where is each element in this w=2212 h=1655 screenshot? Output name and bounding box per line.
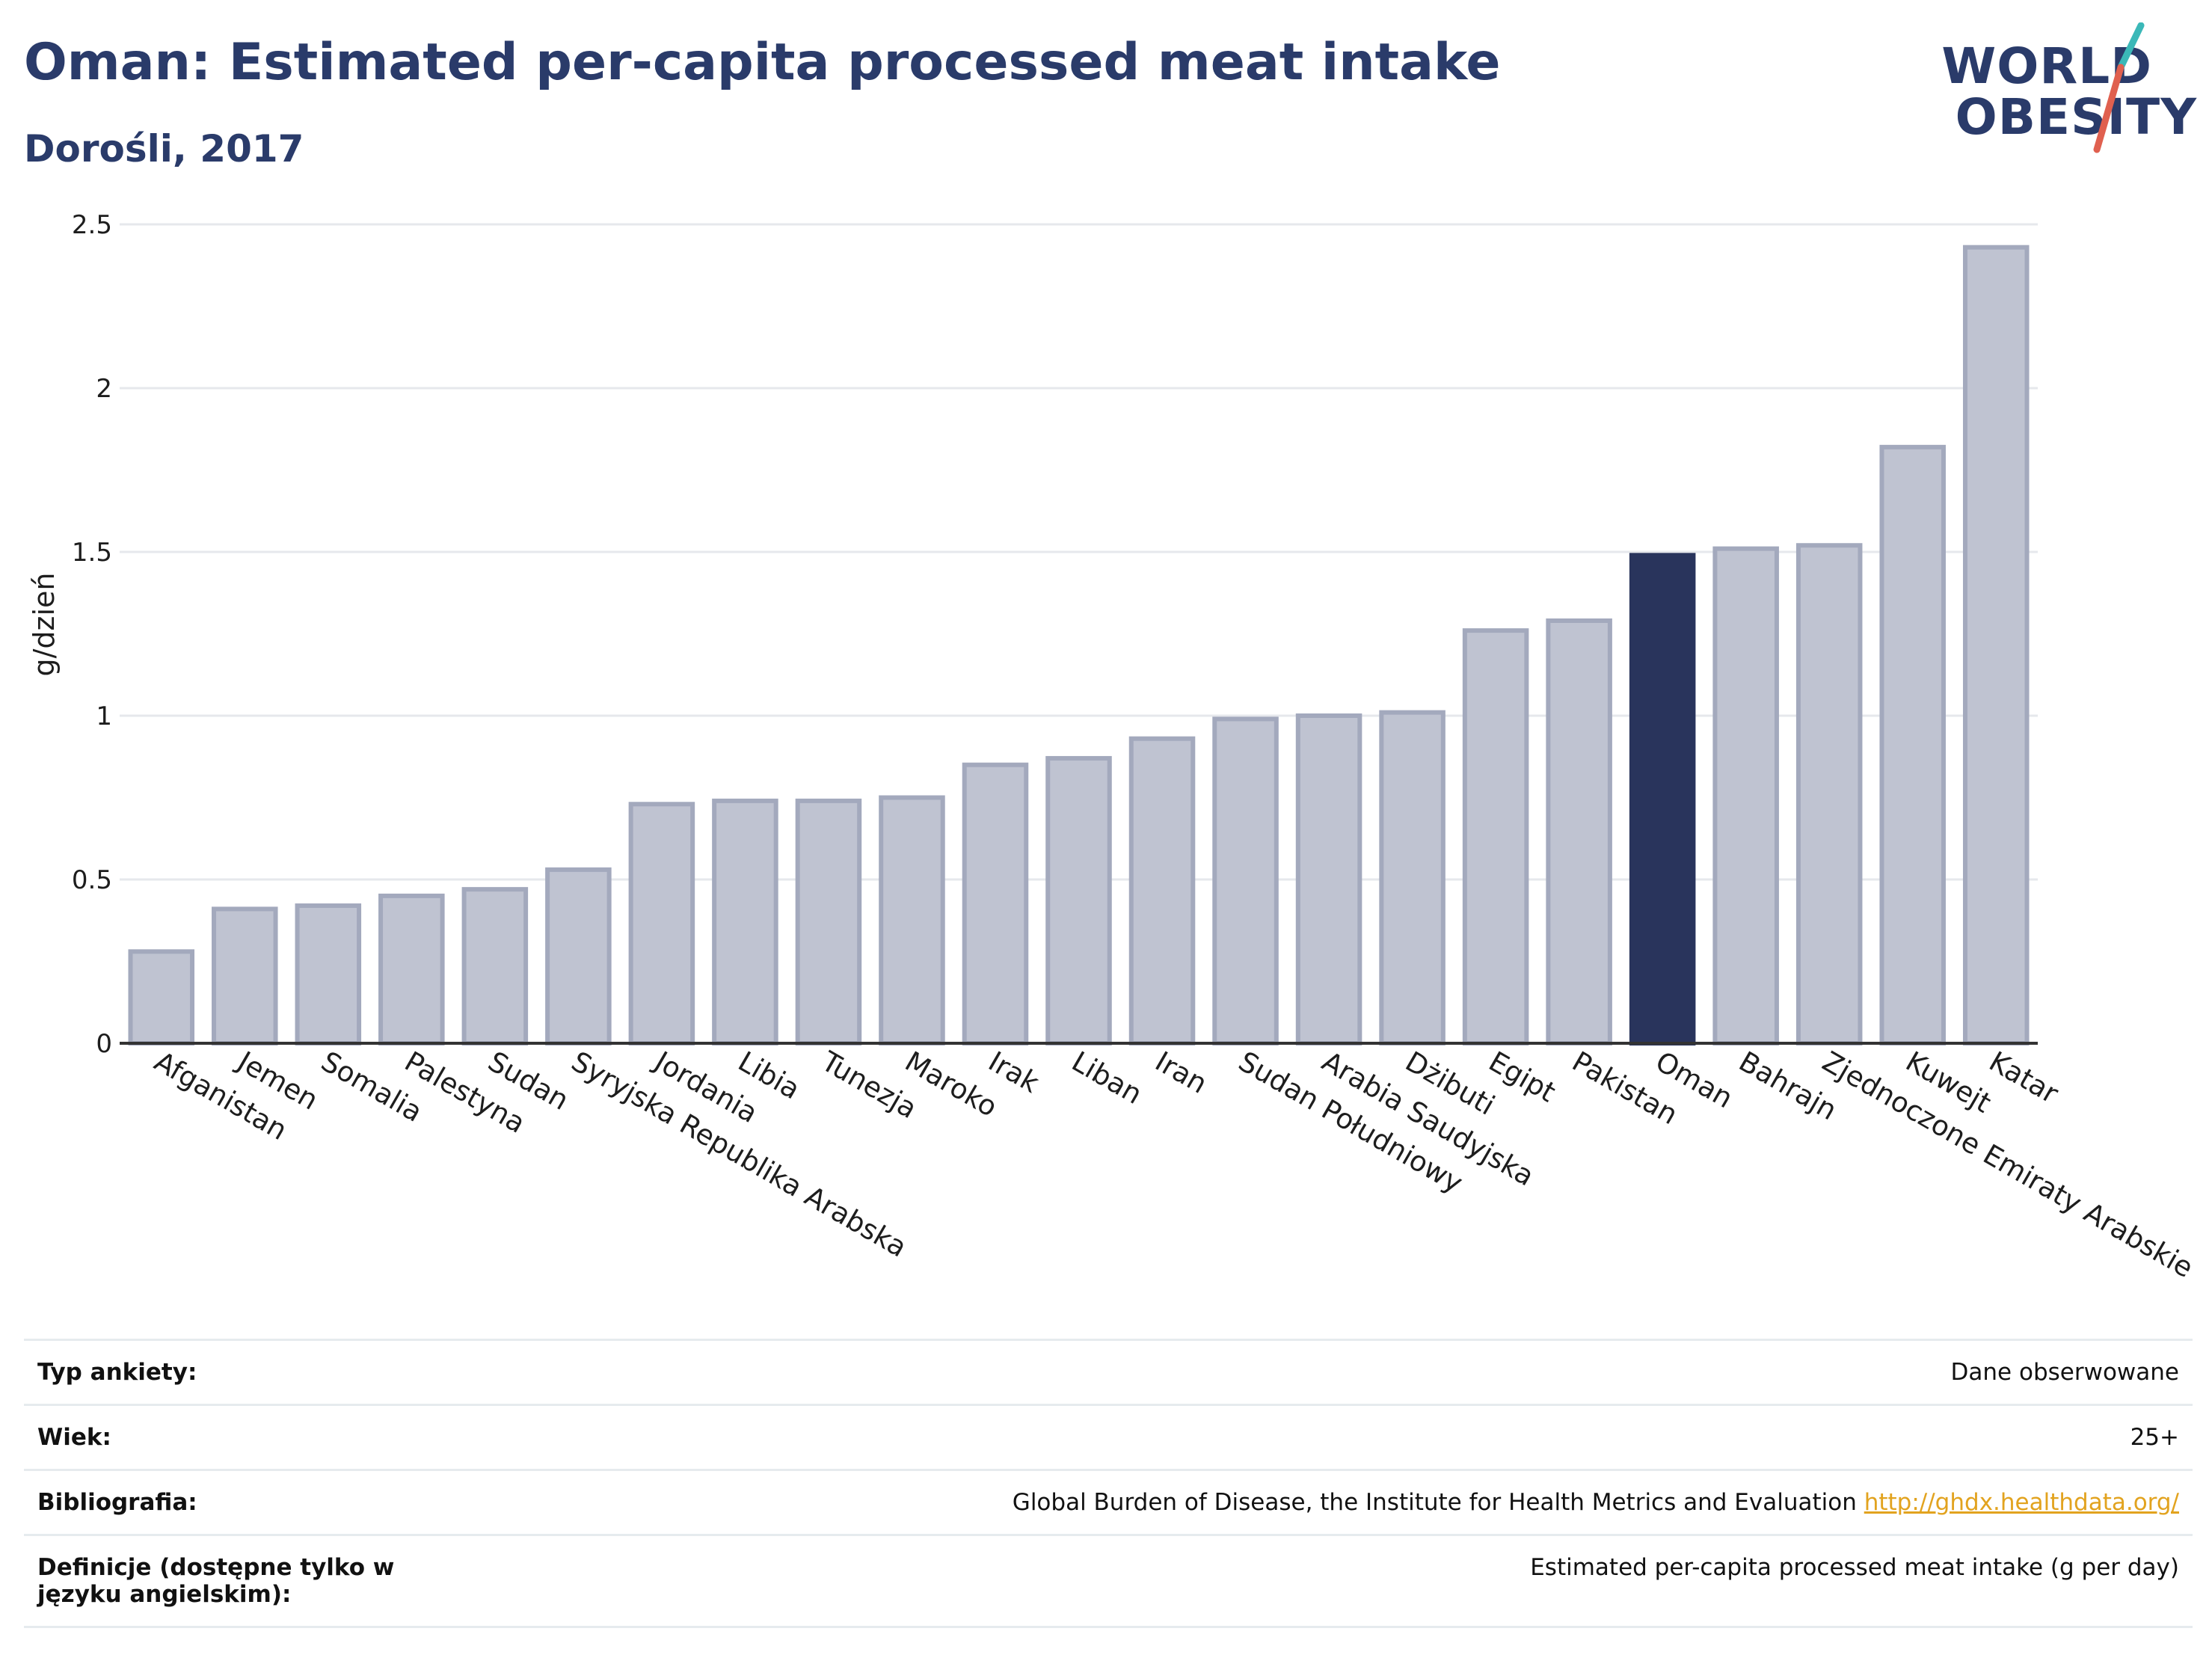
y-axis-title: g/dzień (28, 572, 61, 676)
y-tick-label: 2 (96, 374, 112, 404)
bar (879, 795, 945, 1045)
info-value-text: Dane obserwowane (1950, 1359, 2179, 1386)
info-key: Typ ankiety: (37, 1359, 197, 1386)
bar (1795, 543, 1863, 1045)
bar (795, 798, 862, 1045)
bar (1128, 736, 1196, 1045)
info-table: Typ ankiety: Dane obserwowane Wiek: 25+ Bibl… (24, 1339, 2193, 1628)
bar (212, 906, 278, 1046)
bar (378, 893, 445, 1046)
bar (1379, 710, 1446, 1045)
bar (1462, 628, 1529, 1045)
x-tick-label: Maroko (900, 1045, 1003, 1123)
x-tick-label: Liban (1066, 1045, 1148, 1111)
bar (461, 887, 529, 1046)
info-value: 25+ (500, 1405, 2193, 1470)
bar (1212, 716, 1279, 1045)
bar (1712, 546, 1779, 1045)
logo-line-2: OBESITY (1955, 88, 2197, 146)
bar-chart: 0 0.5 1 1.5 2 2.5 AfganistanJemenSomaliaPales… (28, 210, 2199, 1285)
x-tick-label: Iran (1150, 1045, 1213, 1100)
info-key: Bibliografia: (37, 1489, 197, 1516)
info-key: Wiek: (37, 1424, 111, 1451)
bar (962, 762, 1029, 1045)
source-link[interactable]: http://ghdx.healthdata.org/ (1864, 1489, 2179, 1516)
info-value: Global Burden of Disease, the Institute … (500, 1470, 2193, 1535)
x-tick-label: Tunezja (816, 1045, 923, 1125)
x-tick-label: Katar (1984, 1045, 2065, 1111)
bar (628, 802, 695, 1045)
bar (712, 798, 778, 1045)
y-tick-label: 0.5 (72, 865, 112, 895)
info-value: Dane obserwowane (500, 1340, 2193, 1405)
info-value-text: Estimated per-capita processed meat inta… (1530, 1554, 2179, 1581)
bars (128, 245, 2030, 1046)
info-value-text: 25+ (2130, 1424, 2179, 1451)
y-tick-label: 2.5 (72, 210, 112, 240)
info-value: Estimated per-capita processed meat inta… (500, 1535, 2193, 1627)
bar-highlight (1629, 553, 1696, 1045)
info-value-text: Global Burden of Disease, the Institute … (1012, 1489, 1857, 1516)
world-obesity-logo: WORLD OBESITY (1941, 22, 2197, 157)
bar (1962, 245, 2030, 1045)
bar (1879, 444, 1946, 1045)
bar (1295, 713, 1362, 1045)
y-tick-label: 1.5 (72, 538, 112, 568)
bar (1045, 755, 1112, 1045)
info-row: Bibliografia: Global Burden of Disease, t… (24, 1470, 2193, 1535)
bar (128, 949, 195, 1045)
info-row: Definicje (dostępne tylko w języku angie… (24, 1535, 2193, 1627)
bar (1546, 618, 1612, 1045)
info-row: Wiek: 25+ (24, 1404, 2193, 1470)
y-tick-label: 1 (96, 701, 112, 731)
page-title: Oman: Estimated per-capita processed mea… (24, 33, 1501, 92)
page-subtitle: Dorośli, 2017 (24, 127, 304, 171)
logo-slash-icon (2093, 22, 2145, 153)
x-axis-labels: AfganistanJemenSomaliaPalestynaSudanSyry… (149, 1045, 2199, 1285)
y-axis-ticks: 0 0.5 1 1.5 2 2.5 (72, 210, 112, 1059)
info-key: Definicje (dostępne tylko w języku angie… (37, 1554, 395, 1608)
info-row: Typ ankiety: Dane obserwowane (24, 1339, 2193, 1405)
bar (295, 903, 362, 1046)
bar (545, 867, 612, 1045)
y-tick-label: 0 (96, 1029, 112, 1059)
